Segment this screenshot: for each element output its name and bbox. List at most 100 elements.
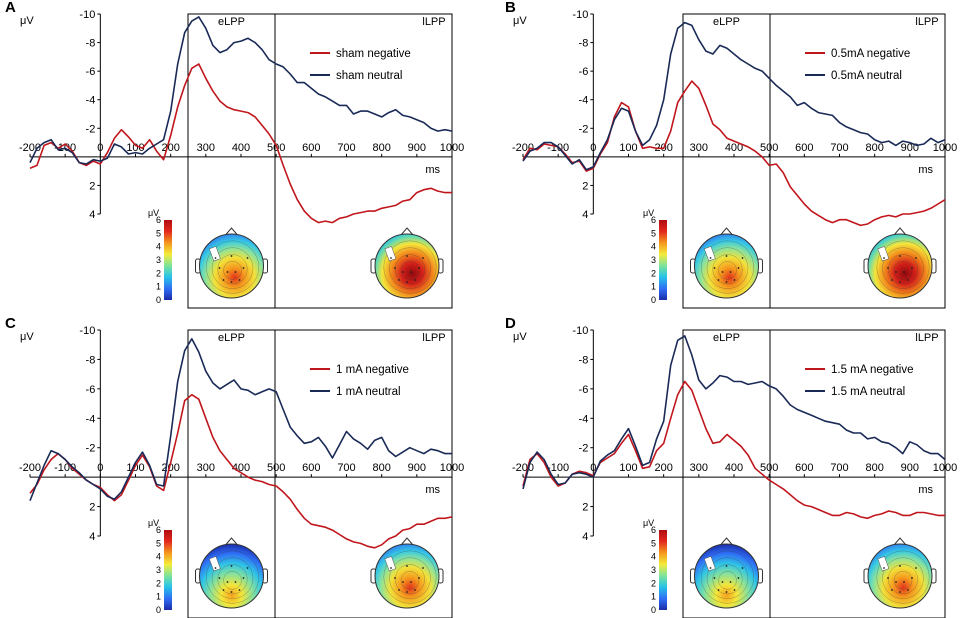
- window-label-llpp: lLPP: [422, 332, 445, 344]
- y-tick-label: -4: [579, 413, 589, 425]
- topomap-contour: [876, 240, 930, 294]
- x-tick-label: 100: [619, 462, 637, 474]
- topomap-nose: [225, 537, 238, 546]
- topomap-electrode: [883, 257, 885, 259]
- topomap-electrode: [230, 255, 233, 257]
- y-tick-label: -4: [86, 95, 96, 107]
- y-tick-label: 4: [89, 531, 95, 543]
- topomap-nose: [893, 227, 907, 236]
- topomap-electrode-tag: [704, 246, 716, 262]
- topomap-elpp: [690, 227, 763, 299]
- x-tick-label: 300: [197, 462, 215, 474]
- x-tick-label: 300: [197, 142, 215, 154]
- topomap-electrode: [717, 279, 720, 281]
- colorbar: [164, 220, 172, 300]
- x-tick-label: 600: [795, 142, 813, 154]
- colorbar-tick: 3: [156, 565, 161, 575]
- topomap-nose: [893, 537, 907, 546]
- x-tick-label: 800: [865, 462, 883, 474]
- topomap-electrode: [414, 589, 416, 591]
- topomap-contour: [395, 564, 425, 595]
- legend-entry: 1 mA neutral: [336, 386, 401, 398]
- y-tick-label: -10: [572, 9, 588, 21]
- colorbar-tick: 2: [651, 268, 656, 278]
- y-tick-label: 4: [582, 209, 588, 221]
- topomap-contour: [223, 571, 242, 590]
- topomap-electrode: [390, 257, 392, 259]
- x-tick-label: 600: [795, 462, 813, 474]
- colorbar-tick: 1: [651, 592, 656, 602]
- colorbar-tick: 5: [651, 538, 656, 548]
- y-tick-label: 4: [582, 531, 588, 543]
- window-label-llpp: lLPP: [422, 16, 445, 28]
- topomap-contour: [712, 564, 743, 595]
- topomap-contour: [389, 557, 431, 599]
- topomap-nose: [225, 227, 238, 236]
- topomap-contour: [389, 247, 431, 289]
- topomap-electrode: [394, 577, 396, 579]
- y-tick-label: 2: [582, 180, 588, 192]
- x-tick-label: 200: [654, 462, 672, 474]
- topomap-contour: [400, 261, 420, 280]
- window-box: [187, 13, 453, 309]
- topomap-electrode: [903, 581, 905, 583]
- topomap-contour: [706, 557, 749, 599]
- topomap-electrode: [911, 577, 913, 579]
- x-tick-label: 1000: [440, 462, 464, 474]
- x-tick-label: 700: [830, 462, 848, 474]
- topomap-llpp: [863, 537, 937, 609]
- colorbar-tick: 4: [156, 242, 161, 252]
- legend-entry: sham neutral: [336, 70, 402, 82]
- y-tick-label: -6: [86, 66, 96, 78]
- topomap-head: [694, 543, 759, 609]
- topomap-elpp: [195, 537, 268, 609]
- x-tick-label: -200: [512, 462, 534, 474]
- panel-letter: A: [5, 0, 16, 16]
- y-tick-label: -8: [579, 38, 589, 50]
- colorbar-tick: 4: [651, 552, 656, 562]
- topomap-electrode: [218, 267, 221, 269]
- topomap-contour: [888, 254, 918, 285]
- y-tick-label: -2: [86, 123, 96, 135]
- topomap-contour: [718, 571, 737, 590]
- colorbar-tick: 2: [156, 578, 161, 588]
- topomap-electrode: [406, 281, 408, 283]
- colorbar-tick: 3: [156, 255, 161, 265]
- topomap-electrode: [414, 279, 416, 281]
- topomap-electrode: [907, 589, 909, 591]
- colorbar-tick: 1: [156, 282, 161, 292]
- topomap-electrode-tag: [384, 556, 397, 572]
- y-tick-label: 2: [89, 180, 95, 192]
- topomap-electrode: [895, 271, 897, 273]
- y-tick-label: -8: [86, 38, 96, 50]
- y-tick-label: 2: [582, 502, 588, 514]
- topomap-electrode: [887, 267, 889, 269]
- y-tick-label: -2: [579, 443, 589, 455]
- topomap-nose: [720, 537, 733, 546]
- topomap-electrode: [737, 577, 740, 579]
- y-axis-label: μV: [20, 15, 34, 27]
- window-label-elpp: eLPP: [218, 332, 245, 344]
- colorbar-unit: μV: [148, 208, 159, 218]
- topomap-electrode: [713, 267, 716, 269]
- topomap-electrode: [891, 279, 893, 281]
- topomap-contour: [223, 261, 242, 280]
- topomap-head: [694, 233, 759, 299]
- y-tick-label: -6: [579, 66, 589, 78]
- topomap-electrode: [230, 281, 233, 283]
- topomap-contour: [206, 550, 259, 604]
- legend-entry: 0.5mA negative: [831, 48, 910, 60]
- topomap-electrode-tag: [209, 556, 221, 572]
- topomap-electrode: [422, 567, 424, 569]
- legend-entry: sham negative: [336, 48, 411, 60]
- series-line-neutral: [522, 21, 946, 171]
- x-tick-label: 800: [865, 142, 883, 154]
- window-label-elpp: eLPP: [218, 16, 245, 28]
- colorbar-unit: μV: [643, 208, 654, 218]
- topomap-electrode: [410, 271, 412, 273]
- topomap-electrode: [418, 267, 420, 269]
- y-tick-label: -4: [579, 95, 589, 107]
- legend-entry: 1.5 mA negative: [831, 364, 913, 376]
